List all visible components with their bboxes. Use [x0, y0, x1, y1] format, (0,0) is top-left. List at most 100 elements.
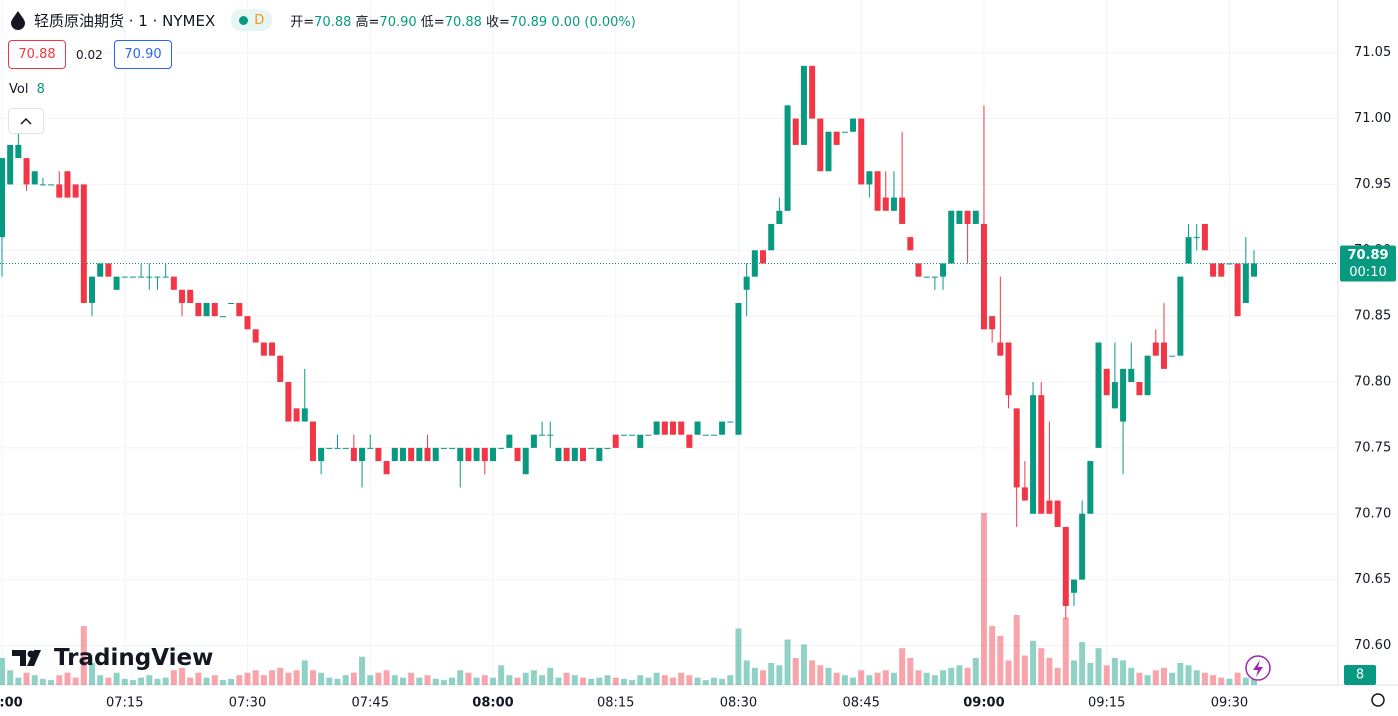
ohlc-label: 开=: [290, 14, 315, 30]
candle-body: [162, 276, 169, 278]
candle-body: [1062, 526, 1069, 606]
candle-body: [473, 447, 480, 462]
candle-body: [563, 447, 570, 462]
volume-bar: [686, 675, 693, 685]
candle-body: [710, 434, 717, 436]
volume-bar: [489, 677, 496, 685]
candle-body: [825, 131, 832, 172]
candle-body: [1005, 342, 1012, 396]
candle-body: [661, 421, 668, 435]
volume-bar: [1046, 657, 1053, 685]
volume-bar: [416, 677, 423, 685]
ohlc-value: 70.89: [509, 14, 548, 30]
vol-value: 8: [36, 82, 45, 97]
bid-box[interactable]: 70.88: [8, 40, 66, 69]
candle-body: [1128, 368, 1135, 383]
volume-bar: [547, 667, 554, 685]
volume-bar: [170, 670, 177, 685]
candle-body: [228, 302, 235, 304]
volume-bar: [964, 667, 971, 685]
x-tick-label: 08:30: [720, 696, 757, 711]
volume-bar: [1005, 660, 1012, 685]
volume-bar: [179, 667, 186, 685]
candle-body: [719, 421, 726, 435]
candle-body: [408, 447, 415, 462]
candle-body: [506, 434, 513, 448]
candle-body: [743, 276, 750, 290]
candle-body: [571, 447, 578, 462]
volume-bar: [923, 672, 930, 685]
volume-bar: [457, 670, 464, 685]
volume-bar: [391, 675, 398, 685]
candle-body: [383, 461, 390, 475]
candle-body: [195, 302, 202, 317]
candle-body: [121, 276, 128, 278]
x-tick-label: 08:45: [842, 696, 879, 711]
candle-body: [1046, 500, 1053, 514]
candle-body: [907, 237, 914, 251]
candle-body: [1250, 263, 1257, 277]
volume-bar: [1095, 648, 1102, 685]
candle-body: [236, 302, 243, 317]
candle-body: [170, 276, 177, 290]
collapse-button[interactable]: [8, 108, 44, 134]
volume-bar: [710, 677, 717, 685]
candle-body: [31, 171, 38, 185]
candle-body: [514, 447, 521, 462]
volume-bar: [760, 670, 767, 685]
volume-bar: [383, 670, 390, 685]
candle-body: [1177, 276, 1184, 356]
volume-bar: [948, 667, 955, 685]
candle-body: [890, 197, 897, 211]
candle-body: [579, 447, 586, 462]
volume-bar: [972, 657, 979, 685]
volume-bar: [579, 677, 586, 685]
candle-body: [1242, 263, 1249, 303]
y-tick-label: 70.65: [1354, 572, 1391, 587]
ohlc-label: 高=: [355, 14, 380, 30]
candle-body: [457, 447, 464, 462]
candle-body: [817, 118, 824, 172]
volume-bar: [727, 675, 734, 685]
volume-bar: [162, 677, 169, 685]
candle-body: [760, 250, 767, 264]
symbol[interactable]: 轻质原油期货 · 1 · NYMEX: [34, 11, 216, 30]
candle-body: [678, 421, 685, 435]
candle-body: [776, 210, 783, 224]
candle-body: [539, 434, 546, 436]
volume-bar: [473, 677, 480, 685]
volume-bar: [653, 672, 660, 685]
volume-legend: Vol 8: [9, 82, 45, 97]
volume-bar: [424, 675, 431, 685]
logo-text: TradingView: [54, 645, 214, 671]
candle-body: [596, 447, 603, 462]
candle-body: [1120, 368, 1127, 422]
volume-bar: [481, 675, 488, 685]
volume-bar: [1185, 665, 1192, 685]
x-tick-label: 07:15: [106, 696, 143, 711]
candle-body: [244, 316, 251, 330]
volume-bar: [915, 670, 922, 685]
candle-body: [882, 197, 889, 211]
volume-bar: [350, 672, 357, 685]
ohlc: 开=70.88 高=70.90 低=70.88 收=70.89 0.00 (0.…: [290, 11, 636, 30]
candle-body: [48, 184, 55, 186]
candle-body: [694, 421, 701, 435]
volume-bar: [1038, 648, 1045, 685]
volume-bar: [1054, 667, 1061, 685]
candle-body: [277, 355, 284, 383]
ask-box[interactable]: 70.90: [114, 40, 172, 69]
volume-bar: [1160, 667, 1167, 685]
volume-bar: [203, 677, 210, 685]
status-badge[interactable]: D: [231, 9, 273, 31]
candle-body: [416, 447, 423, 462]
candle-body: [686, 434, 693, 448]
candle-body: [39, 184, 46, 186]
volume-bar: [1120, 660, 1127, 685]
candle-body: [252, 329, 259, 343]
candle-body: [547, 434, 554, 436]
volume-bar: [219, 680, 226, 685]
volume-bar: [269, 670, 276, 685]
candle-body: [326, 447, 333, 449]
volume-bar: [1210, 675, 1217, 685]
